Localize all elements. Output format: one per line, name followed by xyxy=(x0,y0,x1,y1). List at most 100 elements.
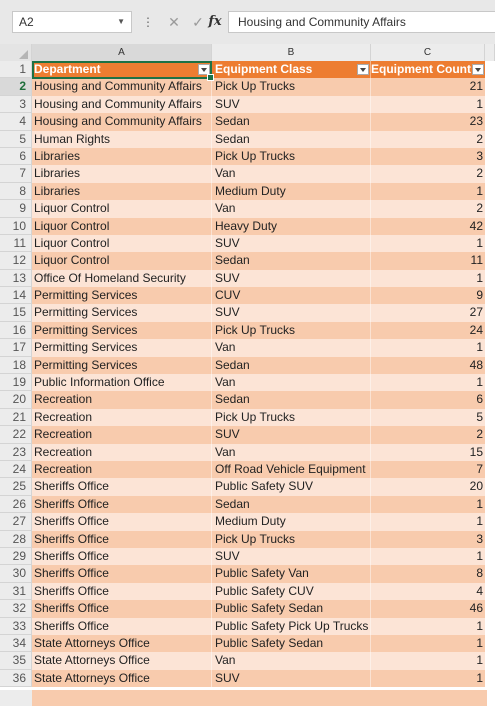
empty-cell[interactable] xyxy=(485,287,495,305)
empty-cell[interactable] xyxy=(485,321,495,340)
cell-equipment-count[interactable]: 1 xyxy=(371,652,485,670)
row-number[interactable]: 20 xyxy=(0,391,32,409)
cell-equipment-class[interactable]: Sedan xyxy=(212,391,371,409)
cell-equipment-class[interactable]: Pick Up Trucks xyxy=(212,408,371,427)
cell-department[interactable]: Sheriffs Office xyxy=(32,617,212,635)
cell-department[interactable]: State Attorneys Office xyxy=(32,634,212,653)
cell-department[interactable]: Housing and Community Affairs xyxy=(32,95,212,114)
cell-department[interactable]: Sheriffs Office xyxy=(32,513,212,531)
filter-dropdown-icon[interactable] xyxy=(472,64,484,75)
cell-equipment-class[interactable]: Pick Up Trucks xyxy=(212,78,371,96)
cell-department[interactable]: Sheriffs Office xyxy=(32,495,212,514)
row-number[interactable]: 25 xyxy=(0,478,32,496)
empty-cell[interactable] xyxy=(485,652,495,670)
cell-equipment-class[interactable]: Public Safety CUV xyxy=(212,582,371,601)
column-header-a[interactable]: A xyxy=(32,44,212,61)
cell-equipment-class[interactable]: Public Safety Sedan xyxy=(212,600,371,618)
row-number[interactable]: 13 xyxy=(0,269,32,288)
empty-cell[interactable] xyxy=(485,304,495,322)
empty-cell[interactable] xyxy=(485,339,495,357)
empty-cell[interactable] xyxy=(485,478,495,496)
cell-equipment-class[interactable]: Sedan xyxy=(212,495,371,514)
cell-equipment-count[interactable]: 27 xyxy=(371,304,485,322)
empty-cell[interactable] xyxy=(485,582,495,601)
filter-dropdown-icon[interactable] xyxy=(198,64,210,75)
cell-equipment-class[interactable]: Pick Up Trucks xyxy=(212,147,371,166)
cell-equipment-class[interactable]: Heavy Duty xyxy=(212,217,371,235)
empty-cell[interactable] xyxy=(485,217,495,235)
row-number[interactable]: 21 xyxy=(0,408,32,427)
row-number[interactable]: 22 xyxy=(0,426,32,444)
cell-equipment-class[interactable]: CUV xyxy=(212,287,371,305)
cell-equipment-class[interactable]: Van xyxy=(212,374,371,392)
row-number[interactable]: 4 xyxy=(0,113,32,131)
cell-equipment-class[interactable]: Van xyxy=(212,443,371,461)
column-header-c[interactable]: C xyxy=(371,44,485,61)
cell-department[interactable]: Libraries xyxy=(32,165,212,183)
row-number[interactable]: 9 xyxy=(0,200,32,218)
cell-department[interactable]: Housing and Community Affairs xyxy=(32,78,212,96)
empty-cell[interactable] xyxy=(485,547,495,566)
cell-department[interactable]: Liquor Control xyxy=(32,217,212,235)
cell-equipment-count[interactable]: 9 xyxy=(371,287,485,305)
more-options-icon[interactable]: ⋮ xyxy=(142,15,154,29)
cell-department[interactable]: Sheriffs Office xyxy=(32,478,212,496)
cell-equipment-class[interactable]: SUV xyxy=(212,269,371,288)
cell-equipment-count[interactable]: 1 xyxy=(371,669,485,688)
cell-department[interactable]: Libraries xyxy=(32,147,212,166)
empty-cell[interactable] xyxy=(485,200,495,218)
cell-equipment-count[interactable]: 1 xyxy=(371,234,485,253)
cancel-x-icon[interactable]: ✕ xyxy=(168,14,180,30)
cell-equipment-count[interactable]: 1 xyxy=(371,495,485,514)
empty-cell[interactable] xyxy=(485,495,495,514)
empty-cell[interactable] xyxy=(485,165,495,183)
empty-cell[interactable] xyxy=(485,234,495,253)
row-number[interactable]: 14 xyxy=(0,287,32,305)
empty-cell[interactable] xyxy=(485,95,495,114)
empty-cell[interactable] xyxy=(485,513,495,531)
cell-equipment-class[interactable]: SUV xyxy=(212,426,371,444)
row-number[interactable]: 36 xyxy=(0,669,32,688)
row-number[interactable]: 19 xyxy=(0,374,32,392)
row-number[interactable]: 17 xyxy=(0,339,32,357)
cell-equipment-class[interactable]: Sedan xyxy=(212,130,371,148)
cell-equipment-count[interactable]: 11 xyxy=(371,252,485,270)
empty-cell[interactable] xyxy=(485,617,495,635)
empty-cell[interactable] xyxy=(485,130,495,148)
row-number[interactable]: 11 xyxy=(0,234,32,253)
empty-cell[interactable] xyxy=(485,460,495,479)
cell-department[interactable]: Recreation xyxy=(32,460,212,479)
cell-department[interactable] xyxy=(32,690,215,706)
cell-equipment-count[interactable]: 4 xyxy=(371,582,485,601)
row-number[interactable]: 26 xyxy=(0,495,32,514)
cell-equipment-class[interactable]: Medium Duty xyxy=(212,182,371,201)
row-number[interactable]: 7 xyxy=(0,165,32,183)
empty-cell[interactable] xyxy=(485,182,495,201)
row-number[interactable]: 8 xyxy=(0,182,32,201)
filter-dropdown-icon[interactable] xyxy=(357,64,369,75)
cell-department[interactable]: Office Of Homeland Security xyxy=(32,269,212,288)
empty-cell[interactable] xyxy=(485,565,495,583)
row-number[interactable]: 23 xyxy=(0,443,32,461)
empty-cell[interactable] xyxy=(485,113,495,131)
row-number[interactable]: 12 xyxy=(0,252,32,270)
cell-equipment-count[interactable]: 48 xyxy=(371,356,485,375)
cell-equipment-class[interactable] xyxy=(212,690,375,706)
cell-equipment-count[interactable] xyxy=(371,690,487,706)
cell-equipment-count[interactable]: 1 xyxy=(371,513,485,531)
empty-cell[interactable] xyxy=(485,374,495,392)
cell-equipment-count[interactable]: 2 xyxy=(371,426,485,444)
row-number[interactable]: 33 xyxy=(0,617,32,635)
cell-department[interactable]: Recreation xyxy=(32,391,212,409)
cell-equipment-class[interactable]: SUV xyxy=(212,95,371,114)
cell-equipment-class[interactable]: Off Road Vehicle Equipment xyxy=(212,460,371,479)
cell-department[interactable]: Permitting Services xyxy=(32,287,212,305)
cell-equipment-class[interactable]: Sedan xyxy=(212,252,371,270)
cell-department[interactable]: State Attorneys Office xyxy=(32,652,212,670)
cell-department[interactable]: Recreation xyxy=(32,408,212,427)
insert-function-icon[interactable]: fx xyxy=(208,14,222,29)
cell-equipment-count[interactable]: 2 xyxy=(371,165,485,183)
cell-equipment-count[interactable]: 1 xyxy=(371,634,485,653)
empty-cell[interactable] xyxy=(485,252,495,270)
cell-department[interactable]: Public Information Office xyxy=(32,374,212,392)
